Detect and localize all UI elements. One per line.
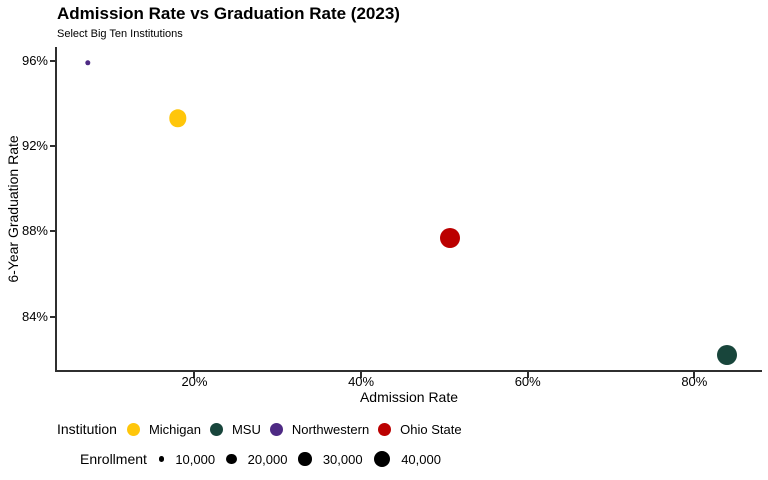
legend-size-item: 20,000 (226, 452, 287, 467)
legend-size-item: 30,000 (298, 451, 363, 467)
legend-size-label: 10,000 (175, 451, 216, 467)
legend-item-label: MSU (231, 421, 261, 437)
legend-item-label: Michigan (148, 421, 201, 437)
y-tick-mark (50, 315, 56, 318)
x-tick-label: 80% (681, 374, 708, 389)
legend-size-item: 40,000 (373, 450, 441, 468)
y-axis-title: 6-Year Graduation Rate (5, 135, 21, 283)
data-point-northwestern (85, 60, 91, 66)
x-tick-mark (193, 372, 196, 378)
y-tick-label: 84% (21, 308, 48, 324)
plot-panel (57, 48, 761, 370)
legend-color-swatch (209, 422, 223, 436)
legend-size-dot (158, 456, 165, 462)
legend-item-michigan: Michigan (126, 421, 201, 437)
data-point-michigan (169, 109, 187, 128)
y-tick-mark (50, 59, 56, 62)
legend-item-ohio-state: Ohio State (378, 421, 462, 437)
legend-item-label: Ohio State (400, 421, 462, 437)
legend-institution-title: Institution (57, 421, 117, 437)
x-tick-label: 60% (514, 374, 541, 389)
legend-enrollment-items: 10,000 20,000 30,000 40,000 (158, 450, 441, 468)
x-axis-title: Admission Rate (359, 389, 459, 405)
legend-color-swatch (126, 422, 140, 436)
legend-institution-items: Michigan MSU Northwestern Ohio State (126, 421, 462, 437)
legend-size-label: 30,000 (322, 451, 363, 467)
x-tick-mark (360, 372, 363, 378)
legend-color-swatch (378, 422, 392, 436)
data-point-msu (716, 345, 737, 366)
y-tick-mark (50, 145, 56, 148)
legend-item-northwestern: Northwestern (269, 421, 370, 437)
legend-size-dot (298, 452, 312, 466)
x-tick-mark (526, 372, 529, 378)
legend-item-msu: MSU (209, 421, 261, 437)
legend-enrollment-title: Enrollment (80, 451, 147, 467)
x-tick-label: 20% (181, 374, 208, 389)
legend-size-label: 20,000 (247, 451, 288, 467)
data-point-ohio-state (440, 227, 461, 248)
chart-subtitle: Select Big Ten Institutions (57, 28, 183, 40)
legend-enrollment: Enrollment 10,000 20,000 30,000 40,000 (80, 447, 441, 471)
legend-institution: Institution Michigan MSU Northwestern Ohio … (57, 417, 462, 441)
y-tick-label: 92% (21, 138, 48, 154)
x-tick-mark (693, 372, 696, 378)
legend-item-label: Northwestern (291, 421, 370, 437)
chart-title: Admission Rate vs Graduation Rate (2023) (57, 4, 400, 23)
y-tick-mark (50, 230, 56, 233)
legend-size-item: 10,000 (158, 451, 216, 467)
x-tick-label: 40% (348, 374, 375, 389)
y-tick-label: 96% (21, 52, 48, 68)
x-axis-line (55, 370, 762, 372)
legend-size-dot (373, 450, 391, 468)
legend-size-dot (226, 453, 237, 465)
y-tick-label: 88% (21, 223, 48, 239)
legend-size-label: 40,000 (401, 451, 441, 467)
y-axis-line (55, 47, 57, 372)
legend-color-swatch (269, 422, 283, 436)
